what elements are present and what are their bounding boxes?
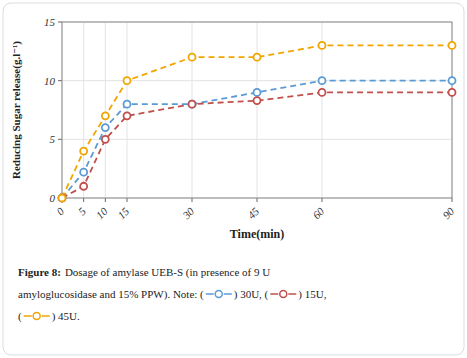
tick — [127, 198, 128, 202]
tick-label: 15 — [44, 16, 56, 28]
tick-label: 15 — [115, 205, 132, 222]
point — [59, 195, 66, 202]
point — [189, 101, 196, 108]
grid-line — [127, 22, 128, 198]
caption: Figure 8: Dosage of amylase UEB-S (in pre… — [18, 266, 327, 323]
tick — [257, 198, 258, 202]
tick-label: 60 — [310, 205, 327, 222]
tick-label: 90 — [440, 205, 457, 222]
annotation: ) 45U. — [52, 310, 80, 323]
tick — [322, 198, 323, 202]
point — [80, 183, 87, 190]
series-line — [62, 81, 452, 198]
lines — [62, 45, 452, 198]
point — [319, 89, 326, 96]
annotation: amyloglucosidase and 15% PPW). Note: ( — [18, 288, 204, 301]
tick-label: 5 — [76, 205, 89, 218]
chart-container: 05101505101530456090Time(min)Reducing Su… — [0, 0, 467, 358]
annotation: Figure 8: — [18, 266, 61, 278]
point — [59, 195, 66, 202]
tick-label: 45 — [245, 205, 262, 222]
chart: 05101505101530456090Time(min)Reducing Su… — [0, 0, 467, 358]
tick-label: 5 — [50, 133, 56, 145]
annotation: Dosage of amylase UEB-S (in presence of … — [65, 266, 270, 279]
point — [80, 169, 87, 176]
legend-marker — [280, 291, 287, 298]
point — [124, 77, 131, 84]
tick-label: 10 — [93, 205, 110, 222]
border — [3, 3, 464, 355]
point — [102, 112, 109, 119]
grid — [62, 22, 452, 198]
x-axis-label: Time(min) — [230, 227, 284, 241]
legend-line — [270, 293, 278, 295]
point — [80, 148, 87, 155]
plot-frame — [62, 22, 452, 198]
point — [449, 77, 456, 84]
legend-line — [42, 315, 50, 317]
tick-label: 0 — [50, 192, 56, 204]
tick — [452, 198, 453, 202]
point — [124, 101, 131, 108]
series-line — [62, 92, 452, 198]
point — [319, 77, 326, 84]
y-axis-label: Reducing Sugar release(g.l⁻¹) — [10, 41, 23, 179]
point — [59, 195, 66, 202]
point — [449, 42, 456, 49]
legend-symbol — [206, 291, 232, 298]
tick — [58, 80, 62, 81]
tick — [192, 198, 193, 202]
legend-line — [24, 315, 32, 317]
legend-symbol — [24, 313, 50, 320]
legend-line — [288, 293, 296, 295]
legend-marker — [33, 313, 40, 320]
grid-line — [192, 22, 193, 198]
annotation: ) 15U, — [298, 288, 326, 301]
annotation: ( — [18, 310, 22, 323]
legend-marker — [215, 291, 222, 298]
axes: 05101505101530456090 — [44, 16, 457, 222]
point — [254, 97, 261, 104]
point — [449, 89, 456, 96]
grid-line — [257, 22, 258, 198]
tick-label: 30 — [179, 205, 196, 222]
tick — [83, 198, 84, 202]
legend-line — [224, 293, 232, 295]
point — [124, 112, 131, 119]
tick — [58, 22, 62, 23]
grid-line — [105, 22, 106, 198]
series-line — [62, 45, 452, 198]
legend-line — [206, 293, 214, 295]
point — [254, 89, 261, 96]
annotation: ) 30U, ( — [234, 288, 269, 301]
point — [254, 54, 261, 61]
point — [319, 42, 326, 49]
point — [189, 101, 196, 108]
point — [102, 124, 109, 131]
legend-symbol — [270, 291, 296, 298]
markers — [59, 42, 456, 202]
tick-label: 10 — [44, 75, 56, 87]
tick-label: 0 — [54, 205, 67, 218]
point — [102, 136, 109, 143]
tick — [105, 198, 106, 202]
point — [189, 54, 196, 61]
tick — [58, 139, 62, 140]
